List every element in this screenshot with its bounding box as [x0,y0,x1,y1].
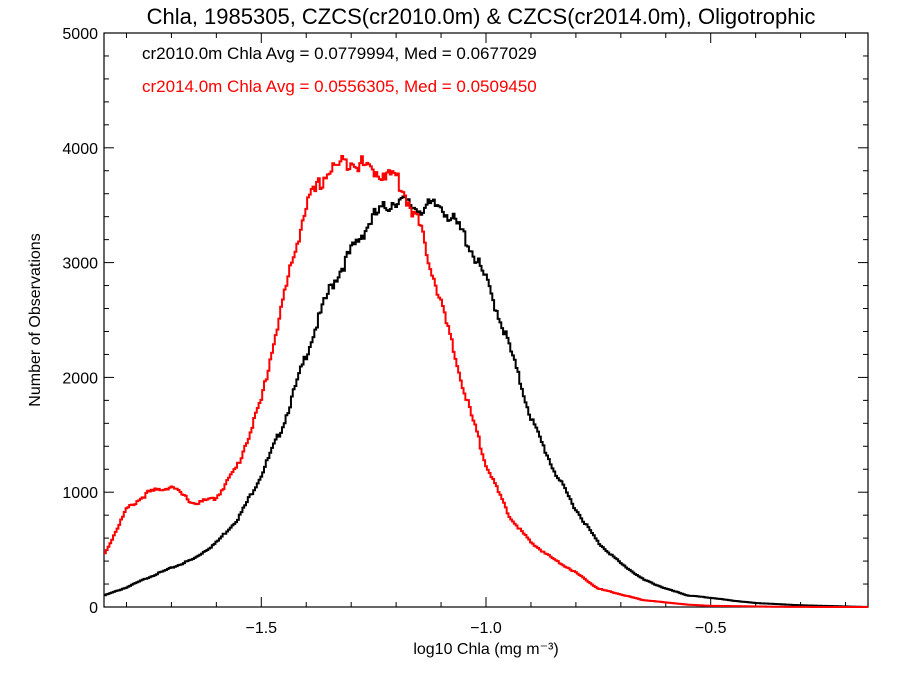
x-axis-label: log10 Chla (mg m⁻³) [413,641,558,658]
y-tick-label: 0 [89,600,98,617]
x-tick-label: −0.5 [695,620,727,637]
y-tick-label: 3000 [62,256,98,273]
annotation-cr2010-stats: cr2010.0m Chla Avg = 0.0779994, Med = 0.… [142,44,537,63]
y-tick-label: 2000 [62,370,98,387]
chart-title: Chla, 1985305, CZCS(cr2010.0m) & CZCS(cr… [147,4,816,29]
y-tick-label: 5000 [62,26,98,43]
x-tick-label: −1.0 [470,620,502,637]
plot-border [103,32,869,608]
y-axis-label: Number of Observations [27,233,44,406]
series-cr2014-histogram [104,154,868,608]
series-group [104,154,868,608]
annotation-cr2014-stats: cr2014.0m Chla Avg = 0.0556305, Med = 0.… [142,77,537,96]
y-tick-label: 4000 [62,141,98,158]
axis-ticks: −1.5 −1.0 −0.5 0 1000 2000 3000 4000 5000 [62,26,868,637]
y-tick-label: 1000 [62,485,98,502]
series-cr2010-histogram [104,195,868,608]
plot-frame [103,32,869,608]
x-tick-label: −1.5 [245,620,277,637]
